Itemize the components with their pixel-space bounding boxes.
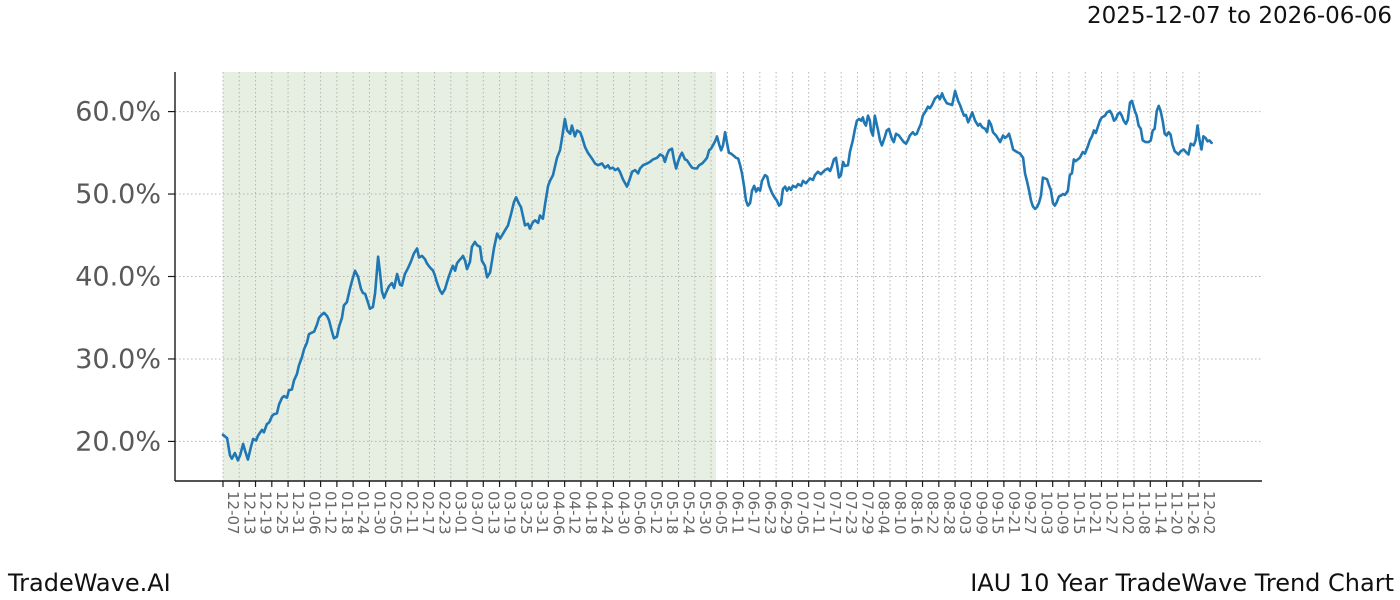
y-tick-label: 50.0%	[75, 179, 161, 210]
x-tick-label: 01-24	[354, 491, 372, 535]
x-tick-label: 09-15	[989, 491, 1007, 535]
x-tick-label: 08-28	[940, 491, 958, 535]
x-tick-label: 06-05	[712, 491, 730, 535]
x-tick-label: 06-29	[777, 491, 795, 535]
x-tick-label: 01-30	[370, 491, 388, 535]
x-tick-label: 05-24	[680, 491, 698, 535]
x-tick-label: 01-18	[338, 491, 356, 535]
trend-line	[221, 89, 1213, 462]
x-tick-label: 06-23	[761, 491, 779, 535]
x-tick-label: 09-09	[972, 491, 990, 535]
x-tick-label: 02-23	[435, 491, 453, 535]
x-tick-label: 10-27	[1102, 491, 1120, 535]
x-tick-label: 09-03	[956, 491, 974, 535]
x-tick-label: 08-10	[891, 491, 909, 535]
x-tick-label: 03-01	[452, 491, 470, 535]
y-tick-label: 20.0%	[75, 426, 161, 457]
x-tick-label: 04-06	[549, 491, 567, 535]
x-tick-label: 09-27	[1021, 491, 1039, 535]
x-tick-label: 03-25	[517, 491, 535, 535]
x-tick-label: 05-18	[663, 491, 681, 535]
x-tick-label: 01-06	[305, 491, 323, 535]
x-tick-label: 02-17	[419, 491, 437, 535]
x-tick-label: 07-11	[810, 491, 828, 535]
x-tick-label: 12-31	[289, 491, 307, 535]
date-range-title: 2025-12-07 to 2026-06-06	[1086, 3, 1392, 29]
y-tick-label: 40.0%	[75, 262, 161, 293]
x-tick-label: 10-03	[1037, 491, 1055, 535]
x-tick-label: 11-26	[1184, 491, 1202, 535]
x-tick-label: 11-08	[1135, 491, 1153, 535]
y-tick-label: 30.0%	[75, 344, 161, 375]
x-tick-label: 12-02	[1200, 491, 1218, 535]
x-tick-label: 10-21	[1086, 491, 1104, 535]
x-tick-label: 03-31	[533, 491, 551, 535]
x-tick-label: 05-30	[696, 491, 714, 535]
x-tick-label: 12-19	[257, 491, 275, 535]
x-tick-label: 04-30	[614, 491, 632, 535]
chart-title: IAU 10 Year TradeWave Trend Chart	[970, 569, 1394, 597]
x-tick-label: 04-12	[566, 491, 584, 535]
x-tick-label: 05-12	[647, 491, 665, 535]
x-tick-label: 06-17	[745, 491, 763, 535]
x-tick-label: 09-21	[1005, 491, 1023, 535]
x-tick-label: 08-04	[875, 491, 893, 535]
x-tick-label: 07-29	[858, 491, 876, 535]
x-tick-label: 10-09	[1054, 491, 1072, 535]
x-tick-label: 10-15	[1070, 491, 1088, 535]
x-tick-label: 12-13	[240, 491, 258, 535]
x-tick-label: 08-22	[924, 491, 942, 535]
x-tick-label: 12-25	[273, 491, 291, 535]
x-tick-label: 07-05	[793, 491, 811, 535]
x-tick-label: 11-14	[1151, 491, 1169, 535]
x-tick-label: 07-23	[842, 491, 860, 535]
x-tick-label: 08-16	[907, 491, 925, 535]
highlight-band	[222, 72, 716, 481]
x-tick-label: 03-19	[501, 491, 519, 535]
x-tick-label: 11-02	[1119, 491, 1137, 535]
x-tick-label: 03-13	[484, 491, 502, 535]
y-tick-label: 60.0%	[75, 97, 161, 128]
x-tick-label: 01-12	[322, 491, 340, 535]
x-tick-label: 04-24	[598, 491, 616, 535]
x-tick-label: 11-20	[1168, 491, 1186, 535]
x-tick-label: 04-18	[582, 491, 600, 535]
x-tick-label: 07-17	[826, 491, 844, 535]
brand-label: TradeWave.AI	[8, 569, 171, 597]
x-tick-label: 12-07	[224, 491, 242, 535]
x-tick-label: 02-11	[403, 491, 421, 535]
x-tick-label: 02-05	[387, 491, 405, 535]
x-tick-label: 06-11	[728, 491, 746, 535]
x-tick-label: 05-06	[631, 491, 649, 535]
x-tick-label: 03-07	[468, 491, 486, 535]
